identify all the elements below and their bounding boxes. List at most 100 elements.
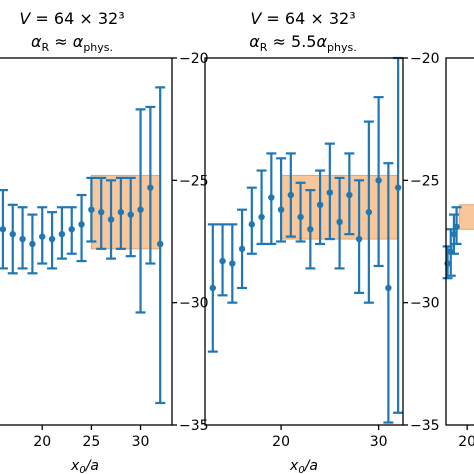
y-tick-label: −30 — [410, 296, 440, 312]
chart-panel-left: −20 −25 −30 −35 20 25 30 x0/a V = 64 × 32³ αR​ ≈ … — [0, 9, 209, 474]
data-point — [147, 184, 154, 191]
data-point — [365, 208, 373, 216]
error-bar-point — [305, 189, 316, 270]
error-bar-point — [155, 86, 166, 405]
error-bar-point — [315, 169, 326, 246]
error-bar-point — [17, 206, 28, 270]
error-bar-point — [0, 189, 8, 270]
data-point — [453, 223, 460, 231]
data-point — [137, 206, 144, 213]
error-bar-point — [227, 223, 238, 304]
data-point — [316, 201, 324, 208]
data-point — [287, 191, 295, 199]
chart-title-line2: αR​ ≈ αphys.​ — [31, 32, 113, 54]
y-tick-label: −20 — [179, 51, 209, 67]
error-bar-point — [86, 176, 97, 243]
data-point — [39, 233, 46, 240]
data-point — [0, 226, 7, 233]
x-axis-label: x0/a — [289, 458, 318, 474]
error-bar-point — [7, 203, 18, 275]
axes-frame — [204, 57, 404, 426]
data-point — [336, 218, 343, 226]
chart-title-line1: V = 64 × 32³ — [250, 9, 355, 28]
error-bar-point — [363, 120, 374, 304]
error-bar-point — [207, 223, 218, 353]
data-point — [19, 235, 26, 243]
x-tick-label: 30 — [132, 434, 150, 450]
data-point — [238, 245, 246, 253]
x-tick-label: 30 — [370, 434, 388, 450]
error-bar-point — [66, 206, 77, 255]
error-bar-point — [295, 181, 306, 243]
error-bar-point — [125, 176, 136, 258]
error-bar-point — [383, 162, 394, 424]
error-bar-point — [334, 176, 345, 270]
data-point — [277, 206, 285, 213]
error-bar-point — [135, 108, 146, 314]
data-point — [68, 226, 75, 233]
x-tick-label: 20 — [33, 434, 51, 450]
data-point — [307, 226, 314, 233]
data-point — [127, 211, 134, 218]
y-tick-label: −30 — [179, 296, 209, 312]
data-point — [29, 240, 36, 248]
error-bar-point — [246, 186, 257, 255]
y-tick-label: −25 — [179, 173, 209, 189]
x-tick-label: 25 — [82, 434, 100, 450]
data-point — [297, 213, 304, 221]
data-point — [48, 235, 56, 243]
data-point — [157, 240, 164, 248]
error-bar-point — [56, 206, 67, 260]
data-point — [394, 184, 402, 191]
data-point — [88, 206, 95, 213]
error-bar-point — [256, 169, 267, 246]
error-bar-point — [451, 206, 462, 246]
axes-frame — [445, 57, 474, 426]
data-point — [258, 213, 265, 221]
axes-frame — [0, 57, 173, 426]
y-tick-label: −25 — [410, 173, 440, 189]
data-point — [107, 216, 115, 223]
data-point — [219, 257, 226, 265]
y-tick-label: −35 — [179, 418, 209, 434]
data-point — [229, 260, 236, 267]
error-bar-point — [285, 152, 296, 238]
fit-band — [458, 204, 474, 230]
error-bar-point — [237, 208, 248, 290]
error-bar-point — [373, 96, 384, 268]
error-bar-point — [96, 176, 107, 250]
error-bar-point — [47, 211, 58, 270]
data-point — [209, 284, 217, 292]
error-bar-point — [266, 152, 277, 246]
data-point — [98, 208, 105, 216]
data-point — [268, 194, 275, 201]
chart-title-line2: αR​ ≈ 5.5αphys.​ — [249, 32, 356, 54]
data-point — [248, 221, 256, 228]
error-bar-point — [445, 228, 456, 277]
error-bar-point — [145, 105, 156, 265]
data-point — [346, 191, 353, 199]
error-bar-point — [37, 206, 48, 265]
x-axis-label: x0/a — [70, 458, 99, 474]
error-bar-point — [76, 193, 87, 263]
data-point — [58, 230, 66, 238]
x-tick-label: 20 — [272, 434, 290, 450]
error-bar-point — [344, 152, 355, 236]
data-point — [78, 221, 85, 228]
error-bar-point — [106, 179, 117, 260]
data-point — [385, 284, 392, 292]
error-bar-point — [115, 176, 126, 250]
chart-panel-right: 20 — [442, 57, 474, 450]
x-tick-label: 20 — [458, 434, 474, 450]
error-bar-point — [276, 157, 287, 243]
data-point — [9, 230, 16, 238]
chart-title-line1: V = 64 × 32³ — [19, 9, 124, 28]
data-point — [117, 208, 125, 216]
y-tick-label: −35 — [410, 418, 440, 434]
error-bar-point — [324, 142, 335, 241]
data-point — [355, 235, 363, 243]
error-bar-point — [217, 223, 228, 297]
chart-panel-middle: −20 −25 −30 −35 20 30 x0/a V = 64 × 32³ αR​ ≈ 5.… — [204, 9, 440, 474]
error-bar-point — [354, 179, 365, 294]
